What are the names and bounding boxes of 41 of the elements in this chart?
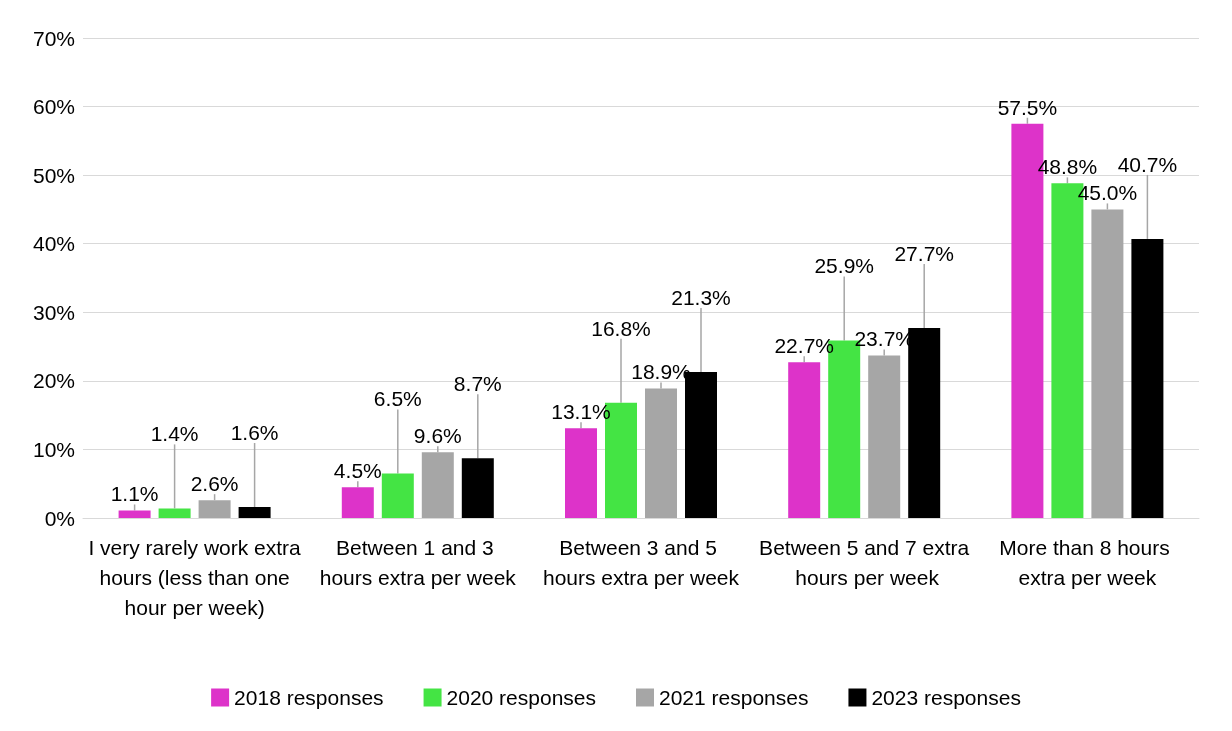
legend-label: 2021 responses: [659, 686, 809, 709]
data-label: 16.8%: [591, 316, 651, 340]
data-label: 2.6%: [190, 472, 239, 496]
bar: [788, 362, 821, 518]
data-label: 8.7%: [453, 372, 502, 396]
x-tick-label: Between 5 and 7 extra hours per week: [759, 535, 970, 589]
data-label: 21.3%: [671, 285, 731, 309]
x-tick-label: Between 3 and 5 hours extra per week: [542, 535, 740, 589]
y-tick-label: 30%: [32, 300, 75, 324]
bar: [238, 507, 271, 518]
x-tick-label: More than 8 hours extra per week: [999, 535, 1176, 589]
y-tick-label: 20%: [32, 369, 75, 393]
legend-label: 2020 responses: [446, 686, 597, 709]
y-tick-label: 70%: [32, 26, 75, 50]
bar: [908, 328, 941, 518]
data-label: 9.6%: [413, 424, 462, 448]
y-tick-label: 50%: [32, 163, 75, 187]
y-tick-label: 10%: [32, 437, 75, 461]
legend-label: 2023 responses: [871, 686, 1021, 709]
data-label: 40.7%: [1117, 152, 1178, 176]
y-tick-label: 40%: [32, 232, 75, 256]
x-tick-label: I very rarely work extra hours (less than one hour per week): [88, 535, 302, 619]
data-label: 1.1%: [110, 482, 159, 506]
y-tick-label: 60%: [32, 95, 75, 119]
data-label: 4.5%: [333, 459, 382, 483]
bar: [341, 487, 374, 518]
data-label: 1.6%: [230, 421, 279, 445]
legend-label: 2018 responses: [234, 686, 384, 709]
y-tick-label: 0%: [44, 506, 75, 530]
bar: [158, 508, 191, 518]
bar: [565, 428, 597, 518]
bar: [118, 510, 151, 518]
bar: [1131, 238, 1164, 518]
data-label: 6.5%: [373, 387, 422, 411]
data-label: 1.4%: [150, 422, 199, 446]
data-label: 57.5%: [997, 95, 1058, 119]
x-tick-label: Between 1 and 3 hours extra per week: [319, 535, 517, 589]
data-label: 27.7%: [894, 242, 954, 266]
data-label: 25.9%: [814, 254, 874, 278]
bar: [381, 473, 414, 518]
bar: [461, 458, 494, 518]
